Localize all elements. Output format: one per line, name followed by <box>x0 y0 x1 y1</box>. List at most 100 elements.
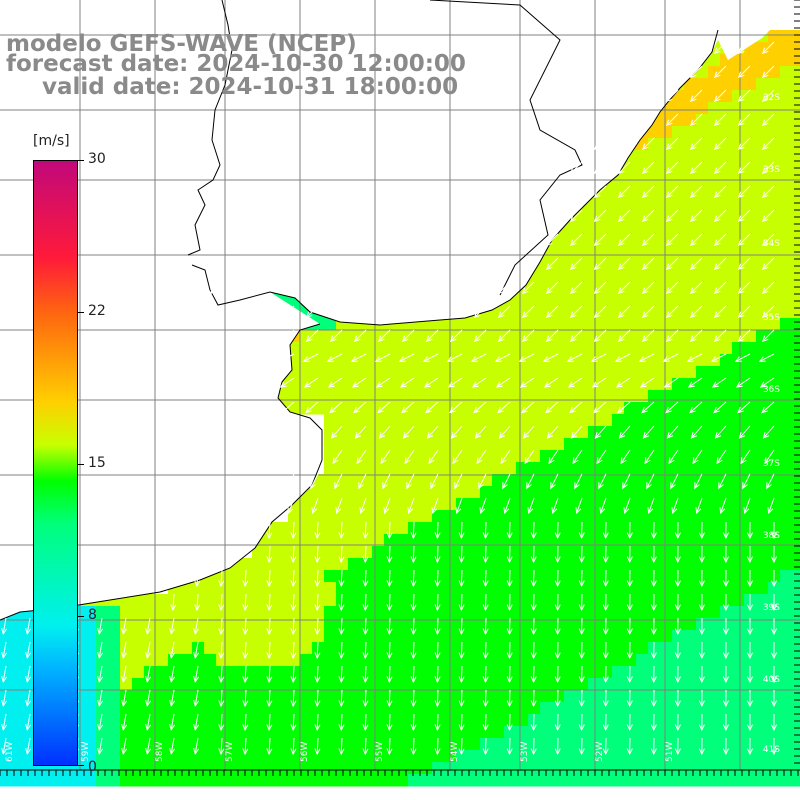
wind-cell <box>732 486 745 499</box>
wind-arrow <box>500 449 511 465</box>
wind-cell <box>648 630 661 643</box>
wind-cell <box>264 726 277 739</box>
wind-arrow <box>569 305 583 319</box>
wind-cell <box>156 642 169 655</box>
wind-arrow <box>722 593 729 612</box>
wind-arrow <box>209 305 223 319</box>
wind-cell <box>732 210 745 223</box>
wind-cell <box>420 462 433 475</box>
wind-arrow <box>25 641 32 659</box>
wind-cell <box>336 714 349 727</box>
wind-arrow <box>578 689 585 708</box>
wind-cell <box>312 690 325 703</box>
wind-cell <box>756 258 769 271</box>
wind-cell <box>420 714 433 727</box>
wind-cell <box>696 654 709 667</box>
wind-cell <box>528 486 541 499</box>
wind-cell <box>660 258 673 271</box>
wind-cell <box>672 102 685 115</box>
wind-cell <box>480 558 493 571</box>
wind-cell <box>96 606 109 619</box>
wind-cell <box>588 522 601 535</box>
wind-cell <box>636 558 649 571</box>
wind-arrow <box>290 617 297 636</box>
wind-cell <box>792 114 800 127</box>
wind-cell <box>792 438 800 451</box>
wind-cell <box>552 270 565 283</box>
wind-cell <box>756 438 769 451</box>
wind-arrow <box>615 377 631 388</box>
wind-cell <box>312 642 325 655</box>
wind-arrow <box>434 641 441 660</box>
wind-cell <box>312 726 325 739</box>
wind-cell <box>300 726 313 739</box>
wind-cell <box>672 354 685 367</box>
wind-cell <box>300 738 313 751</box>
wind-cell <box>168 690 181 703</box>
wind-cell <box>312 654 325 667</box>
wind-cell <box>108 738 121 751</box>
wind-cell <box>384 366 397 379</box>
wind-cell <box>588 594 601 607</box>
wind-cell <box>720 438 733 451</box>
wind-cell <box>564 606 577 619</box>
wind-arrow <box>290 737 297 756</box>
wind-arrow <box>482 569 489 588</box>
wind-arrow <box>770 665 778 684</box>
wind-arrow <box>689 329 703 343</box>
wind-cell <box>732 306 745 319</box>
wind-arrow <box>617 401 631 414</box>
wind-cell <box>348 534 361 547</box>
wind-cell <box>120 738 133 751</box>
wind-arrow <box>638 353 655 362</box>
wind-cell <box>420 582 433 595</box>
wind-cell <box>384 654 397 667</box>
wind-cell <box>648 654 661 667</box>
wind-cell <box>540 438 553 451</box>
wind-cell <box>516 654 529 667</box>
wind-cell <box>408 642 421 655</box>
wind-cell <box>552 654 565 667</box>
wind-arrow <box>257 281 271 295</box>
wind-cell <box>732 54 745 67</box>
wind-cell <box>792 282 800 295</box>
wind-cell <box>288 558 301 571</box>
wind-cell <box>300 534 313 547</box>
wind-cell <box>696 402 709 415</box>
wind-arrow <box>329 305 343 319</box>
wind-cell <box>540 642 553 655</box>
wind-cell <box>732 522 745 535</box>
wind-cell <box>660 270 673 283</box>
wind-cell <box>768 390 781 403</box>
wind-arrow <box>761 113 775 127</box>
wind-cell <box>360 486 373 499</box>
wind-cell <box>768 198 781 211</box>
wind-cell <box>492 618 505 631</box>
wind-arrow <box>641 329 655 343</box>
wind-cell <box>372 630 385 643</box>
wind-arrow <box>530 641 537 660</box>
wind-arrow <box>290 593 297 612</box>
wind-arrow <box>617 209 631 223</box>
wind-cell <box>756 138 769 151</box>
wind-cell <box>612 390 625 403</box>
wind-cell <box>576 438 589 451</box>
wind-cell <box>672 198 685 211</box>
wind-cell <box>396 522 409 535</box>
wind-cell <box>708 222 721 235</box>
wind-cell <box>480 342 493 355</box>
wind-cell <box>432 702 445 715</box>
wind-cell <box>360 714 373 727</box>
wind-cell <box>660 606 673 619</box>
wind-arrow <box>644 449 655 465</box>
wind-cell <box>480 438 493 451</box>
wind-cell <box>396 414 409 427</box>
wind-arrow <box>401 281 415 295</box>
wind-arrow <box>473 329 487 343</box>
wind-cell <box>684 642 697 655</box>
wind-cell <box>504 558 517 571</box>
wind-cell <box>732 738 745 751</box>
wind-cell <box>360 642 373 655</box>
wind-cell <box>504 306 517 319</box>
wind-cell <box>420 330 433 343</box>
